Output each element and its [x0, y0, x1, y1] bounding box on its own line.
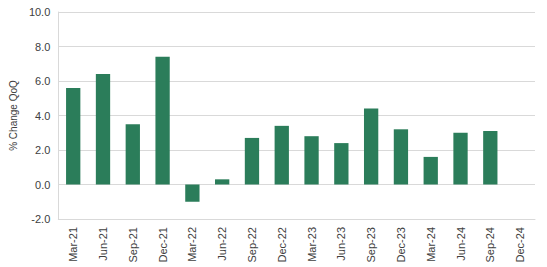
svg-text:8.0: 8.0	[35, 41, 50, 53]
svg-text:Sep-23: Sep-23	[365, 227, 377, 262]
svg-text:Sep-21: Sep-21	[127, 227, 139, 262]
svg-text:0.0: 0.0	[35, 179, 50, 191]
svg-text:Jun-21: Jun-21	[97, 227, 109, 261]
svg-text:Mar-23: Mar-23	[306, 227, 318, 262]
svg-text:Sep-24: Sep-24	[484, 227, 496, 262]
svg-text:Mar-24: Mar-24	[425, 227, 437, 262]
svg-text:Dec-22: Dec-22	[276, 227, 288, 262]
svg-text:Jun-24: Jun-24	[455, 227, 467, 261]
svg-text:Dec-23: Dec-23	[395, 227, 407, 262]
svg-text:Sep-22: Sep-22	[246, 227, 258, 262]
svg-text:Dec-21: Dec-21	[157, 227, 169, 262]
svg-text:10.0: 10.0	[29, 6, 50, 18]
svg-text:Mar-22: Mar-22	[186, 227, 198, 262]
svg-text:Mar-21: Mar-21	[67, 227, 79, 262]
svg-text:6.0: 6.0	[35, 75, 50, 87]
svg-text:4.0: 4.0	[35, 110, 50, 122]
svg-text:Jun-23: Jun-23	[335, 227, 347, 261]
svg-text:Dec-24: Dec-24	[514, 227, 526, 262]
svg-text:% Change QoQ: % Change QoQ	[8, 80, 19, 151]
svg-text:Jun-22: Jun-22	[216, 227, 228, 261]
svg-text:2.0: 2.0	[35, 144, 50, 156]
svg-text:-2.0: -2.0	[31, 213, 50, 225]
